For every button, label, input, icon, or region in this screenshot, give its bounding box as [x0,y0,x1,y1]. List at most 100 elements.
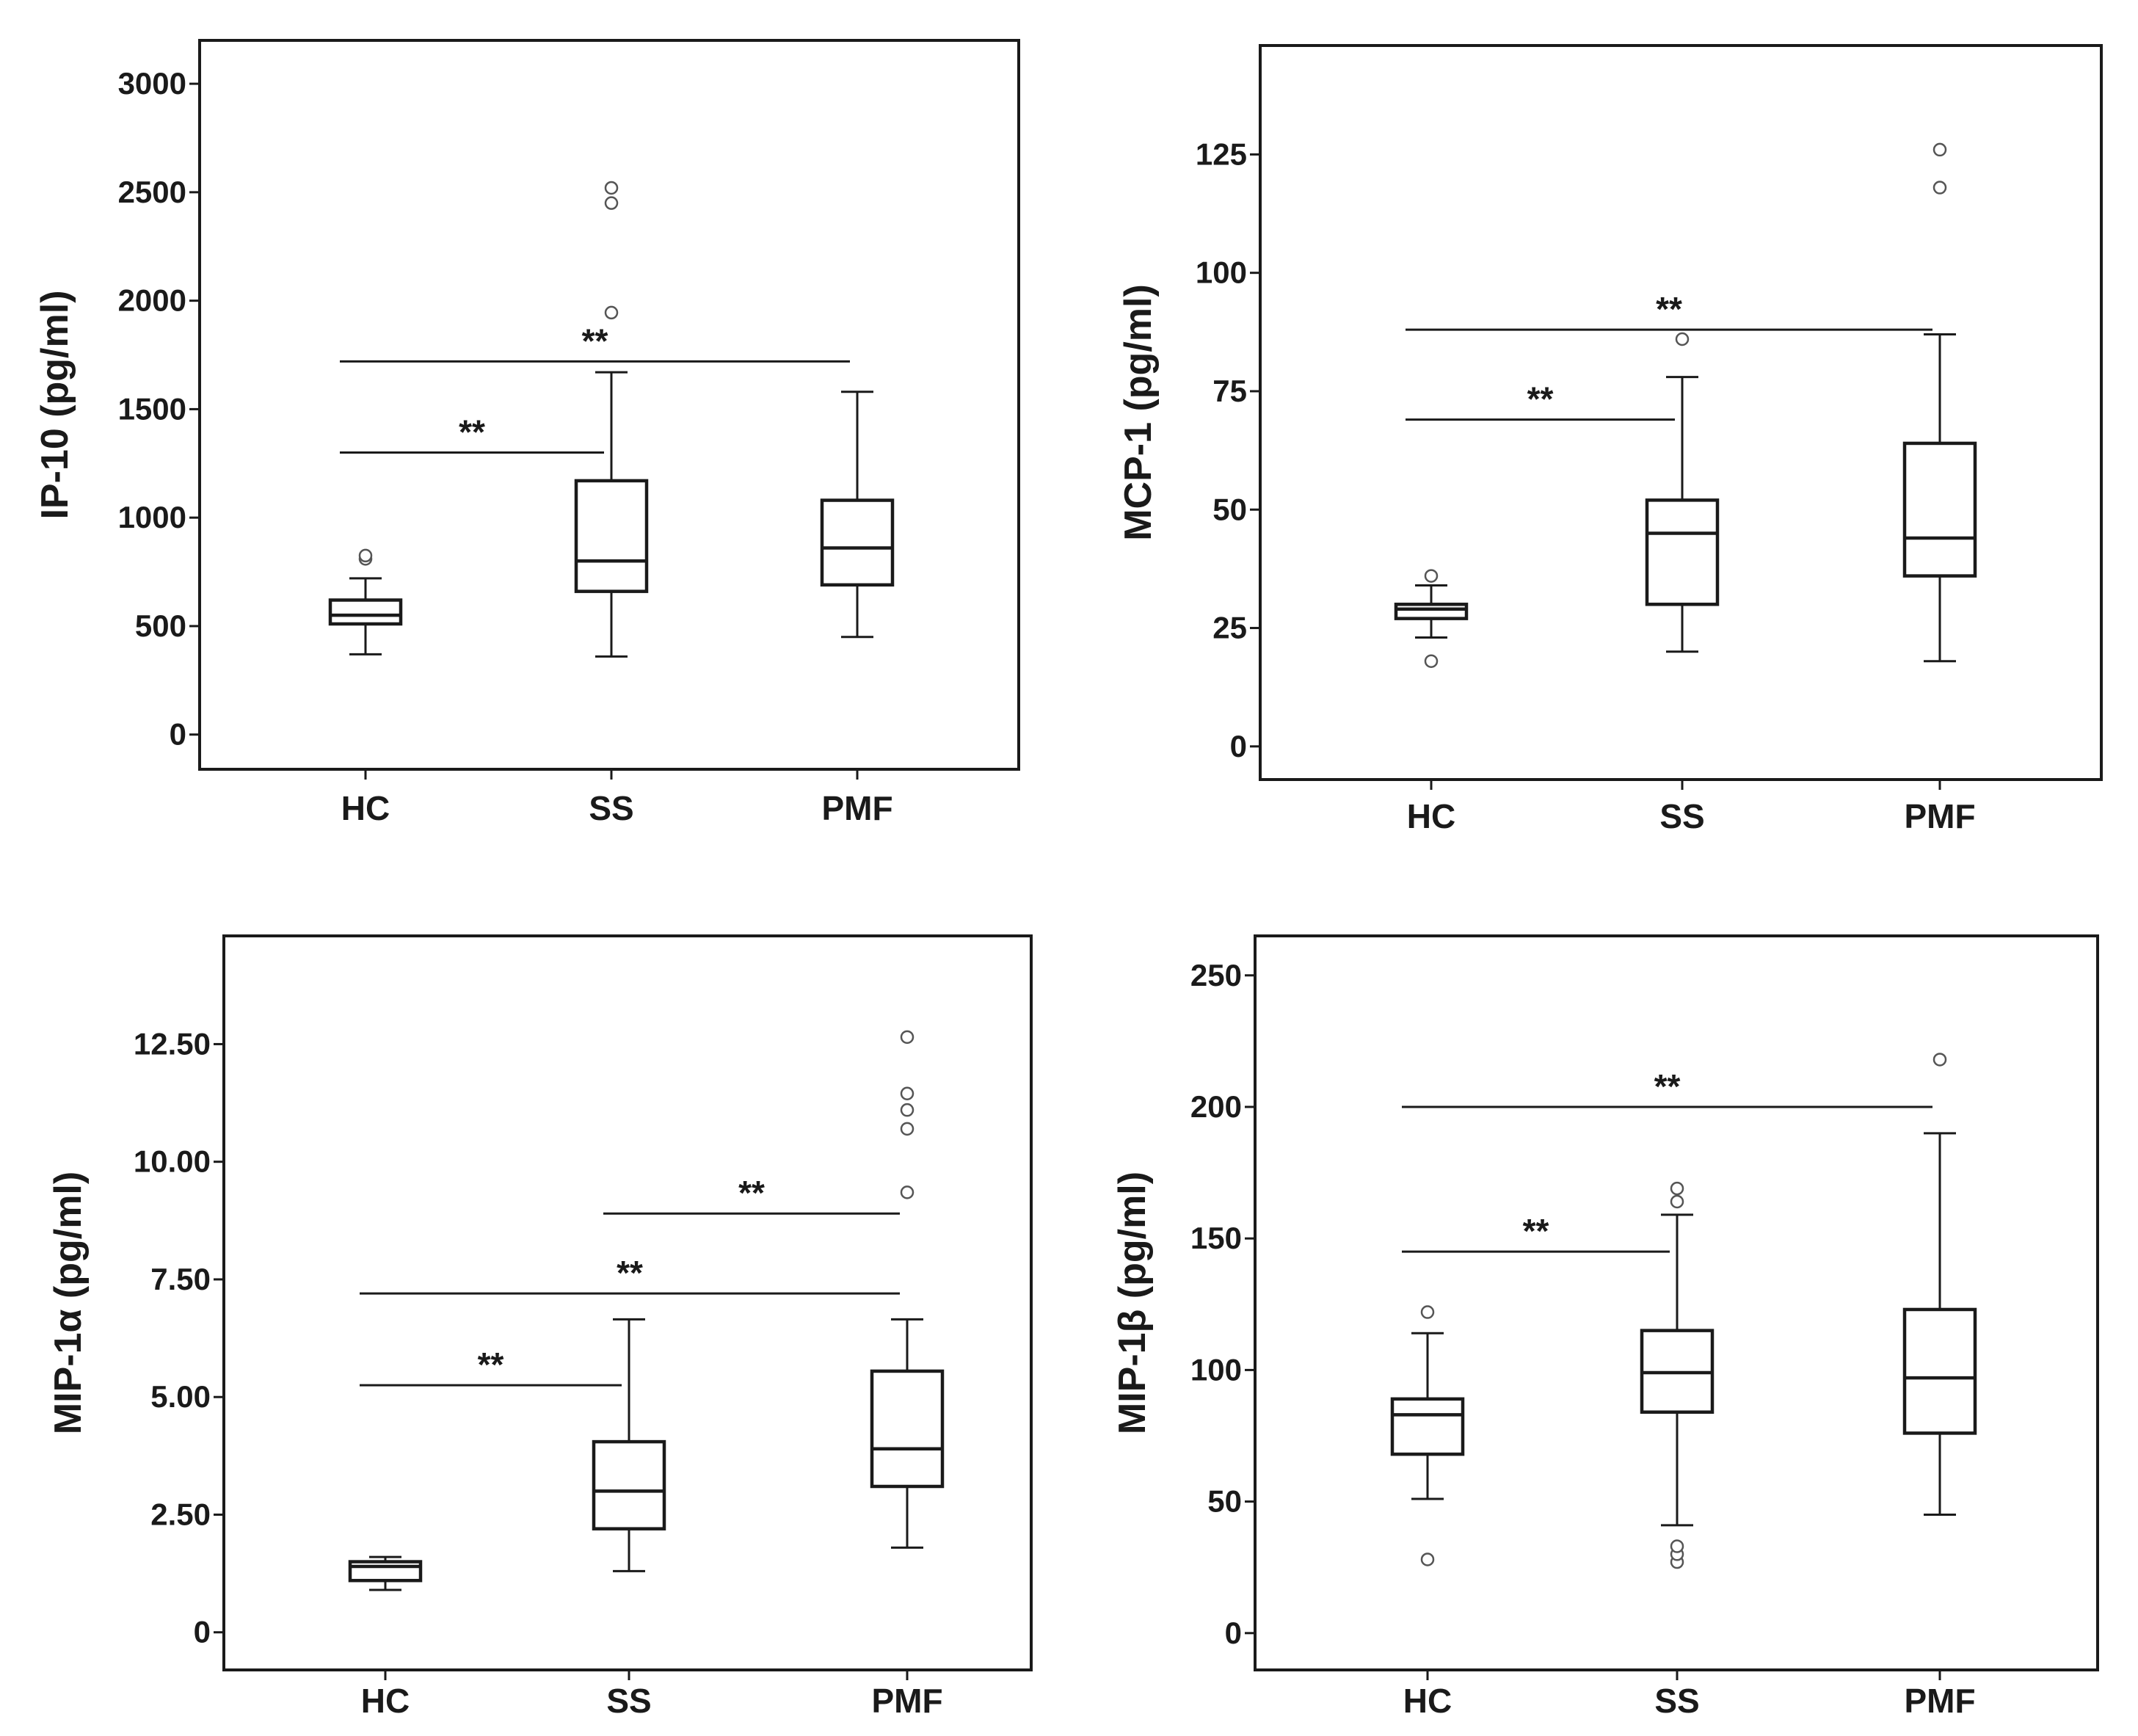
significance-label: ** [738,1174,765,1212]
chart-panel-4: 0 50 100 150 200 250 HC SS PMF MIP-1β (pg/ml) ** ** [1111,934,2099,1720]
box-hc [348,1555,423,1591]
y-tick-label: 150 [1190,1221,1242,1255]
category-label: SS [1654,1682,1699,1720]
y-tick-label: 200 [1190,1089,1242,1124]
y-tick-label: 50 [1207,1484,1242,1519]
iqr-box [1902,441,1977,578]
iqr-box [348,1560,423,1583]
iqr-box [1902,1307,1977,1435]
box-pmf [1902,1053,1977,1517]
y-tick-label: 1000 [118,500,186,534]
significance-label: ** [582,322,608,360]
y-tick-label: 1500 [118,391,186,426]
y-tick-label: 0 [1225,1616,1242,1650]
outlier-point [900,1030,915,1045]
chart-panel-1: 0 500 1000 1500 2000 2500 3000 HC SS PMF IP-10 (pg… [34,39,1020,827]
plot-frame [198,39,1020,771]
iqr-box [870,1369,945,1489]
outlier-point [900,1122,915,1136]
box-pmf [1902,142,1977,663]
category-label: PMF [1904,797,1975,835]
box-pmf [820,391,895,639]
y-tick-label: 3000 [118,66,186,101]
y-tick-label: 10.00 [134,1144,211,1179]
outlier-point [1932,181,1947,195]
category-label: PMF [821,789,892,827]
outlier-point [1420,1305,1435,1319]
y-tick-label: 2500 [118,175,186,209]
box-ss [592,1318,666,1572]
category-label: SS [589,789,633,827]
y-tick-label: 2000 [118,283,186,318]
y-tick-label: 50 [1212,492,1247,526]
significance-label: ** [1523,1212,1549,1250]
category-label: SS [606,1682,651,1720]
iqr-box [1394,603,1469,620]
box-hc [1390,1305,1465,1566]
plot-frame [1259,44,2103,781]
outlier-point [1670,1194,1684,1209]
category-label: HC [341,789,390,827]
category-label: HC [361,1682,410,1720]
y-axis-title: MCP-1 (pg/ml) [1117,284,1160,541]
outlier-point [1675,332,1690,346]
y-tick-label: 500 [135,609,186,643]
category-label: HC [1407,797,1455,835]
outlier-point [1670,1539,1684,1553]
outlier-point [900,1103,915,1117]
outlier-point [604,196,619,210]
outlier-point [1932,1053,1947,1067]
significance-label: ** [1656,290,1682,328]
iqr-box [820,498,895,587]
box-hc [328,548,403,655]
y-axis-title: MIP-1α (pg/ml) [47,1172,90,1434]
y-tick-label: 0 [194,1615,211,1649]
iqr-box [574,479,649,593]
y-tick-label: 2.50 [150,1497,211,1531]
box-pmf [870,1030,945,1549]
significance-label: ** [459,413,485,451]
y-axis-title: MIP-1β (pg/ml) [1111,1172,1154,1434]
iqr-box [1645,498,1720,606]
y-tick-label: 100 [1196,255,1247,290]
y-axis-title: IP-10 (pg/ml) [34,290,76,519]
significance-label: ** [478,1345,504,1384]
y-tick-label: 5.00 [150,1379,211,1414]
outlier-point [1424,654,1439,668]
outlier-point [604,181,619,195]
iqr-box [328,598,403,626]
chart-panel-2: 0 25 50 75 100 125 HC SS PMF MCP-1 (pg/ml) ** ** [1117,44,2103,835]
chart-panel-3: 0 2.50 5.00 7.50 10.00 12.50 HC SS PMF MIP-1α (pg… [47,934,1033,1720]
category-label: PMF [1904,1682,1975,1720]
y-tick-label: 25 [1212,611,1247,645]
y-tick-label: 75 [1212,374,1247,408]
y-tick-label: 100 [1190,1352,1242,1387]
y-tick-label: 12.50 [134,1026,211,1061]
plot-frame [222,934,1033,1671]
y-tick-label: 125 [1196,137,1247,171]
outlier-point [1670,1181,1684,1196]
y-tick-label: 0 [1230,729,1247,763]
iqr-box [1390,1397,1465,1456]
y-tick-label: 7.50 [150,1262,211,1296]
box-ss [1645,332,1720,653]
outlier-point [1424,569,1439,583]
significance-label: ** [617,1254,643,1292]
iqr-box [592,1439,666,1530]
outlier-point [358,548,373,563]
outlier-point [900,1086,915,1100]
category-label: SS [1659,797,1704,835]
significance-label: ** [1527,380,1554,418]
outlier-point [1932,142,1947,157]
outlier-point [900,1185,915,1199]
box-ss [1640,1181,1715,1569]
y-tick-label: 250 [1190,958,1242,992]
outlier-point [1420,1552,1435,1566]
box-hc [1394,569,1469,668]
category-label: HC [1403,1682,1452,1720]
outlier-point [604,305,619,320]
y-tick-label: 0 [170,717,186,752]
category-label: PMF [871,1682,942,1720]
box-ss [574,181,649,658]
